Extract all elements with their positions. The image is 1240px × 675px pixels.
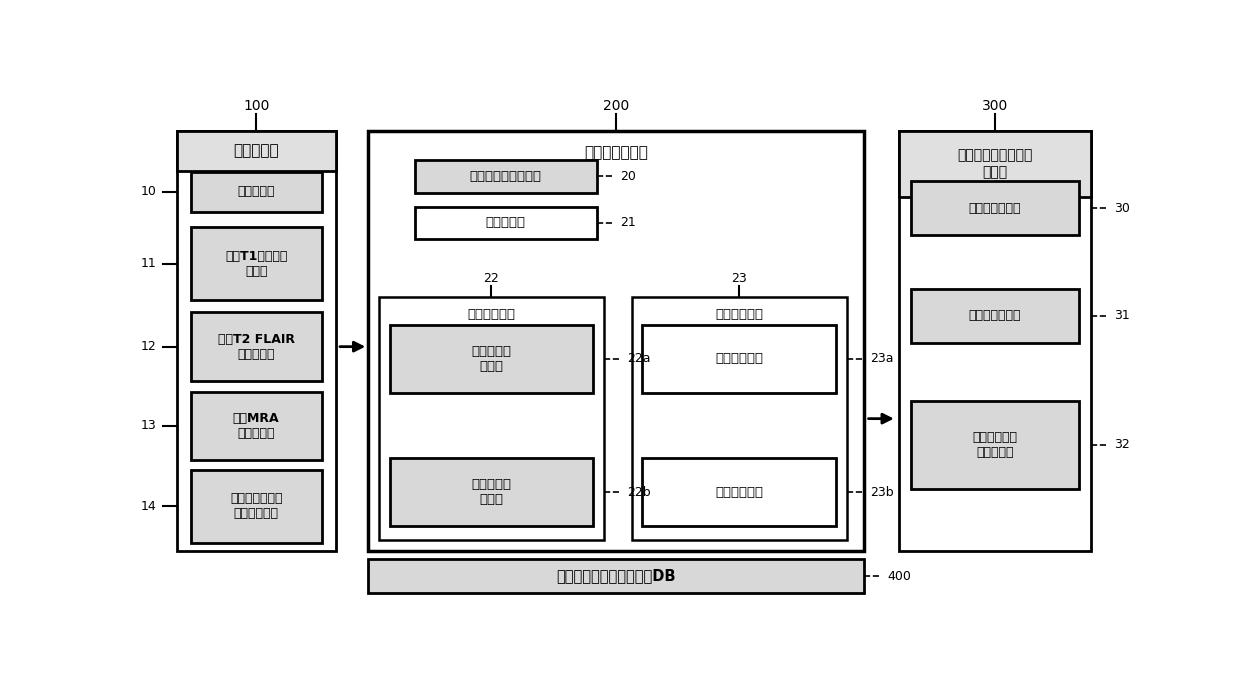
Text: 图像处理部: 图像处理部 (233, 144, 279, 159)
Text: 32: 32 (1115, 438, 1130, 452)
Text: 大血管分析部: 大血管分析部 (715, 486, 764, 499)
Bar (414, 160, 596, 192)
Bar (389, 458, 593, 526)
Text: 三维MRA
图像获取部: 三维MRA 图像获取部 (233, 412, 279, 440)
Text: 10: 10 (140, 186, 156, 198)
Text: 20: 20 (620, 170, 636, 183)
Text: 21: 21 (620, 216, 636, 230)
Bar (191, 470, 321, 543)
Bar (911, 400, 1079, 489)
Text: 不同个人诊断及结果
输出部: 不同个人诊断及结果 输出部 (957, 148, 1033, 179)
Text: 三维T1加权图像
获取部: 三维T1加权图像 获取部 (224, 250, 288, 278)
Text: 13: 13 (141, 419, 156, 433)
Bar (191, 312, 321, 381)
Text: 12: 12 (141, 340, 156, 353)
Text: 诊断对象疾病
状态输出部: 诊断对象疾病 状态输出部 (972, 431, 1018, 459)
Bar (191, 392, 321, 460)
Text: 脑体积值输出部: 脑体积值输出部 (968, 202, 1022, 215)
Bar (899, 131, 1091, 196)
Text: 22a: 22a (627, 352, 651, 365)
Text: 23: 23 (732, 273, 748, 286)
Text: 血管等级输出部: 血管等级输出部 (968, 309, 1022, 323)
Text: 诊断对象疾病选择部: 诊断对象疾病选择部 (470, 170, 542, 183)
Bar (911, 181, 1079, 235)
Text: 30: 30 (1115, 202, 1131, 215)
Bar (631, 298, 847, 540)
Text: 11: 11 (141, 257, 156, 271)
Text: 脑组织分析部: 脑组织分析部 (467, 308, 516, 321)
Text: 复合图像分析部: 复合图像分析部 (584, 145, 649, 160)
Text: 二维T2 FLAIR
图像获取部: 二维T2 FLAIR 图像获取部 (218, 333, 295, 360)
Bar (642, 458, 836, 526)
Bar (368, 131, 864, 551)
Bar (191, 227, 321, 300)
Bar (191, 172, 321, 212)
Text: 脑血管分析部: 脑血管分析部 (715, 308, 764, 321)
Text: 22: 22 (484, 273, 500, 286)
Text: 400: 400 (888, 570, 911, 583)
Text: 脑区设定部: 脑区设定部 (486, 216, 526, 230)
Text: 200: 200 (603, 99, 629, 113)
Bar (176, 131, 336, 551)
Bar (379, 298, 604, 540)
Text: 100: 100 (243, 99, 269, 113)
Text: 四维相位对比流
动图像获取部: 四维相位对比流 动图像获取部 (229, 493, 283, 520)
Bar (911, 289, 1079, 343)
Bar (899, 131, 1091, 551)
Text: 31: 31 (1115, 309, 1130, 323)
Bar (176, 131, 336, 171)
Text: 脑功能强调
分析部: 脑功能强调 分析部 (471, 478, 511, 506)
Text: 脑结构中心
分析部: 脑结构中心 分析部 (471, 345, 511, 373)
Bar (389, 325, 593, 393)
Text: 不同年龄段的韩国人数据DB: 不同年龄段的韩国人数据DB (557, 568, 676, 584)
Text: 23a: 23a (870, 352, 894, 365)
Text: 图像接收部: 图像接收部 (237, 186, 275, 198)
Bar (642, 325, 836, 393)
Bar (414, 207, 596, 239)
Text: 22b: 22b (627, 486, 651, 499)
Text: 300: 300 (982, 99, 1008, 113)
Text: 小血管分析部: 小血管分析部 (715, 352, 764, 365)
Text: 14: 14 (141, 500, 156, 513)
Bar (368, 559, 864, 593)
Text: 23b: 23b (870, 486, 894, 499)
